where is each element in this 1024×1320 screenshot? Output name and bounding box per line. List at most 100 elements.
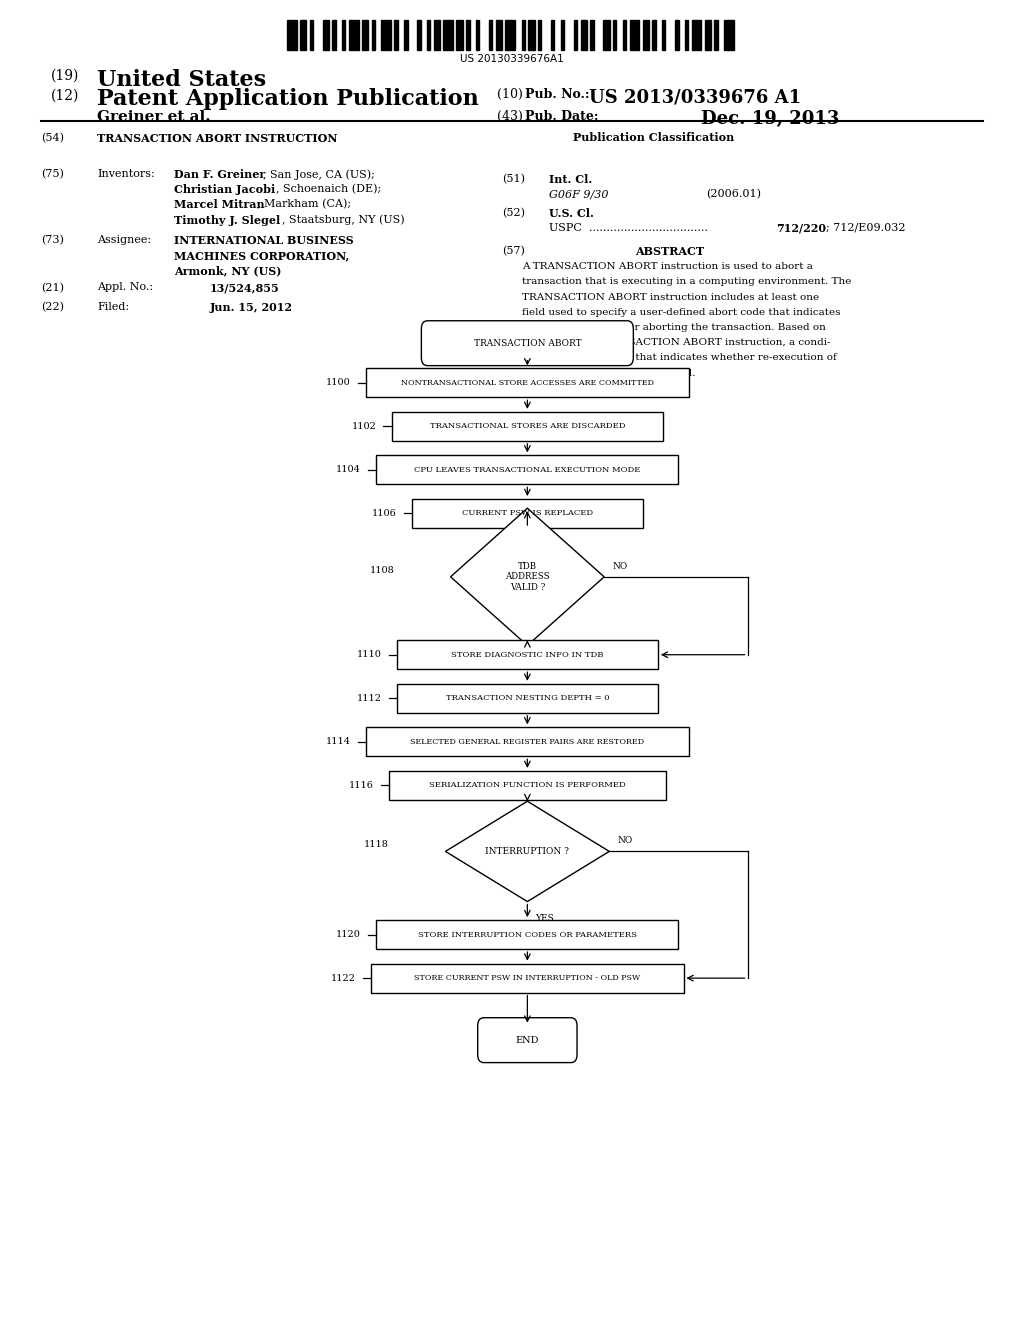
Text: US 2013/0339676 A1: US 2013/0339676 A1 [589,88,801,107]
Bar [457,20,463,50]
Bar [287,20,297,50]
Bar [361,20,369,50]
Text: 1122: 1122 [331,974,356,982]
Polygon shape [445,801,609,902]
Bar [539,20,542,50]
Bar [377,455,679,484]
Text: INTERRUPTION ?: INTERRUPTION ? [485,847,569,855]
Bar [381,20,391,50]
Text: Inventors:: Inventors: [97,169,155,180]
Bar [367,727,689,756]
Text: 1114: 1114 [326,738,350,746]
Bar [300,20,306,50]
Text: (52): (52) [502,207,524,218]
Text: field used to specify a user-defined abort code that indicates: field used to specify a user-defined abo… [522,308,841,317]
Text: 1116: 1116 [349,781,374,789]
Bar [506,20,515,50]
Text: MACHINES CORPORATION,: MACHINES CORPORATION, [174,251,349,261]
Text: TDB
ADDRESS
VALID ?: TDB ADDRESS VALID ? [505,562,550,591]
Text: (22): (22) [41,302,63,313]
FancyBboxPatch shape [422,321,633,366]
Text: CPU LEAVES TRANSACTIONAL EXECUTION MODE: CPU LEAVES TRANSACTIONAL EXECUTION MODE [414,466,641,474]
Bar [418,20,421,50]
Bar [372,964,684,993]
Bar [613,20,616,50]
Text: 1100: 1100 [326,379,350,387]
Bar [397,684,658,713]
Text: (75): (75) [41,169,63,180]
Bar [528,20,535,50]
Bar [367,368,689,397]
Text: Dan F. Greiner: Dan F. Greiner [174,169,265,180]
Text: ABSTRACT: ABSTRACT [635,246,705,256]
Text: (12): (12) [51,88,80,103]
Bar [551,20,554,50]
Bar [389,771,666,800]
Text: Filed:: Filed: [97,302,129,313]
Text: A TRANSACTION ABORT instruction is used to abort a: A TRANSACTION ABORT instruction is used … [522,263,813,272]
Text: TRANSACTIONAL STORES ARE DISCARDED: TRANSACTIONAL STORES ARE DISCARDED [430,422,625,430]
Text: 1112: 1112 [356,694,381,702]
Bar [591,20,594,50]
Text: 1104: 1104 [336,466,361,474]
Bar [623,20,627,50]
Text: , Markham (CA);: , Markham (CA); [257,199,351,210]
Text: United States: United States [97,69,266,91]
Bar [394,20,397,50]
Bar [427,20,430,50]
Text: executing the TRANSACTION ABORT instruction, a condi-: executing the TRANSACTION ABORT instruct… [522,338,830,347]
Text: (21): (21) [41,282,63,293]
Text: Christian Jacobi: Christian Jacobi [174,183,275,195]
Bar [391,412,664,441]
Text: STORE DIAGNOSTIC INFO IN TDB: STORE DIAGNOSTIC INFO IN TDB [452,651,603,659]
Text: END: END [516,1036,539,1044]
Text: USPC  ..................................: USPC .................................. [549,223,708,232]
Bar [496,20,502,50]
FancyBboxPatch shape [477,1018,578,1063]
Text: Patent Application Publication: Patent Application Publication [97,88,479,111]
Polygon shape [451,508,604,645]
Text: (43): (43) [497,110,522,123]
Text: Pub. Date:: Pub. Date: [525,110,599,123]
Text: (19): (19) [51,69,80,83]
Text: Int. Cl.: Int. Cl. [549,174,592,185]
Bar [561,20,564,50]
Text: (51): (51) [502,174,524,185]
Bar [691,20,701,50]
Text: (54): (54) [41,133,63,144]
Text: 1106: 1106 [372,510,397,517]
Text: CURRENT PSW IS REPLACED: CURRENT PSW IS REPLACED [462,510,593,517]
Text: TRANSACTION ABORT INSTRUCTION: TRANSACTION ABORT INSTRUCTION [97,133,338,144]
Bar [372,20,375,50]
Text: US 20130339676A1: US 20130339676A1 [460,54,564,65]
Text: 13/524,855: 13/524,855 [210,282,280,293]
Text: NONTRANSACTIONAL STORE ACCESSES ARE COMMITTED: NONTRANSACTIONAL STORE ACCESSES ARE COMM… [400,379,654,387]
Bar [333,20,336,50]
Bar [643,20,649,50]
Text: Dec. 19, 2013: Dec. 19, 2013 [701,110,840,128]
Text: Greiner et al.: Greiner et al. [97,110,211,124]
Text: 712/220: 712/220 [776,223,826,234]
Text: TRANSACTION ABORT instruction includes at least one: TRANSACTION ABORT instruction includes a… [522,293,819,302]
Bar [397,640,658,669]
Text: SERIALIZATION FUNCTION IS PERFORMED: SERIALIZATION FUNCTION IS PERFORMED [429,781,626,789]
Text: NO: NO [612,562,628,570]
Text: ; 712/E09.032: ; 712/E09.032 [826,223,906,232]
Bar [342,20,345,50]
Text: INTERNATIONAL BUSINESS: INTERNATIONAL BUSINESS [174,235,353,246]
Text: G06F 9/30: G06F 9/30 [549,189,608,199]
Bar [323,20,329,50]
Bar [603,20,610,50]
Text: STORE INTERRUPTION CODES OR PARAMETERS: STORE INTERRUPTION CODES OR PARAMETERS [418,931,637,939]
Bar [476,20,479,50]
Text: Appl. No.:: Appl. No.: [97,282,154,293]
Text: Marcel Mitran: Marcel Mitran [174,199,265,210]
Text: Armonk, NY (US): Armonk, NY (US) [174,265,282,276]
Text: , Staatsburg, NY (US): , Staatsburg, NY (US) [282,214,404,226]
Text: Pub. No.:: Pub. No.: [525,88,590,102]
Text: TRANSACTION NESTING DEPTH = 0: TRANSACTION NESTING DEPTH = 0 [445,694,609,702]
Text: Assignee:: Assignee: [97,235,152,246]
Text: (57): (57) [502,246,524,256]
Bar [309,20,313,50]
Bar [443,20,454,50]
